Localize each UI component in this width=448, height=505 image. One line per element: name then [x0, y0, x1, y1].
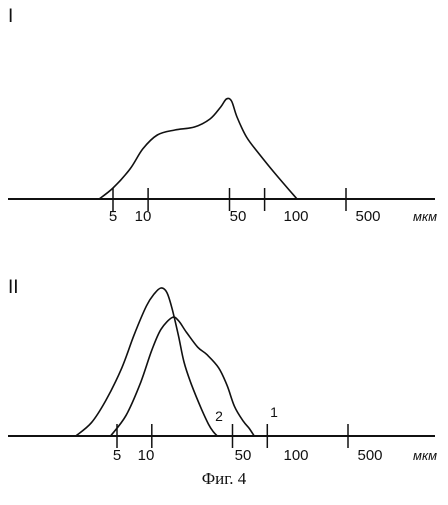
panel-2: II 5 10 50 100 500 мкм 2 1 [8, 277, 437, 464]
figure-caption: Фиг. 4 [0, 470, 448, 487]
panel-label-1: I [8, 6, 13, 27]
panel-1-unit-label: мкм [413, 209, 437, 224]
panel-1-tick-label-100: 100 [283, 208, 308, 225]
curve-label-1: 1 [270, 404, 278, 420]
panel-2-tick-label-500: 500 [357, 447, 382, 464]
panel-2-tick-label-50: 50 [235, 447, 252, 464]
panel-label-2: II [8, 277, 19, 298]
panel-2-curve-1 [111, 317, 255, 436]
panel-1-tick-label-10: 10 [135, 208, 152, 225]
panel-2-unit-label: мкм [413, 448, 437, 463]
panel-2-curve-2 [76, 288, 218, 436]
panel-1-tick-label-5: 5 [109, 208, 117, 225]
panel-1-curve-fill [99, 98, 297, 199]
curve-label-2: 2 [215, 408, 223, 424]
panel-2-tick-label-10: 10 [138, 447, 155, 464]
panel-2-tick-label-100: 100 [283, 447, 308, 464]
panel-2-tick-label-5: 5 [113, 447, 121, 464]
panel-1-tick-label-50: 50 [230, 208, 247, 225]
panel-1-tick-label-500: 500 [355, 208, 380, 225]
panel-1: I 5 10 50 100 500 мкм [8, 6, 437, 225]
